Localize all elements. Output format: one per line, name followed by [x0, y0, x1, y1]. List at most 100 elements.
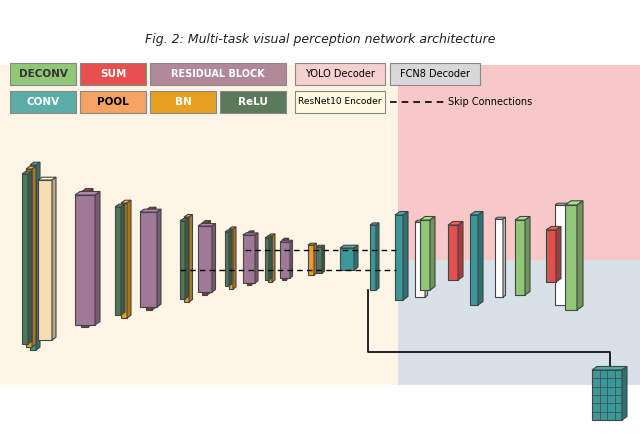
Polygon shape: [26, 166, 36, 169]
Polygon shape: [30, 162, 40, 165]
Polygon shape: [255, 233, 258, 283]
FancyBboxPatch shape: [80, 63, 146, 85]
Polygon shape: [316, 245, 324, 247]
FancyBboxPatch shape: [202, 223, 207, 295]
Text: ReLU: ReLU: [238, 97, 268, 107]
Polygon shape: [198, 223, 216, 226]
Polygon shape: [415, 220, 428, 222]
Polygon shape: [229, 230, 232, 286]
Polygon shape: [592, 367, 627, 370]
FancyBboxPatch shape: [265, 238, 269, 280]
Polygon shape: [269, 236, 272, 280]
Polygon shape: [52, 177, 56, 340]
FancyBboxPatch shape: [268, 236, 272, 282]
FancyBboxPatch shape: [180, 221, 185, 299]
FancyBboxPatch shape: [415, 222, 425, 297]
Polygon shape: [622, 367, 627, 420]
Polygon shape: [229, 227, 236, 229]
Polygon shape: [32, 166, 36, 347]
FancyBboxPatch shape: [295, 91, 385, 113]
Polygon shape: [286, 238, 289, 280]
FancyBboxPatch shape: [316, 247, 322, 273]
FancyBboxPatch shape: [243, 235, 255, 283]
Polygon shape: [185, 218, 189, 299]
Polygon shape: [556, 227, 561, 282]
Polygon shape: [28, 171, 32, 344]
FancyBboxPatch shape: [220, 91, 286, 113]
Polygon shape: [121, 200, 131, 203]
Polygon shape: [184, 214, 193, 217]
Polygon shape: [152, 207, 156, 310]
Polygon shape: [354, 245, 358, 270]
FancyBboxPatch shape: [370, 225, 376, 290]
Polygon shape: [577, 201, 583, 310]
Polygon shape: [140, 209, 161, 212]
Polygon shape: [251, 231, 254, 285]
Polygon shape: [308, 243, 317, 245]
Polygon shape: [127, 200, 131, 318]
Polygon shape: [88, 189, 93, 327]
Polygon shape: [290, 240, 292, 278]
Polygon shape: [202, 221, 211, 223]
FancyBboxPatch shape: [280, 242, 290, 278]
FancyBboxPatch shape: [0, 65, 400, 385]
Polygon shape: [395, 211, 408, 215]
Polygon shape: [22, 171, 32, 174]
Text: FCN8 Decoder: FCN8 Decoder: [400, 69, 470, 79]
Text: RESIDUAL BLOCK: RESIDUAL BLOCK: [171, 69, 265, 79]
Polygon shape: [115, 204, 125, 207]
Text: POOL: POOL: [97, 97, 129, 107]
Polygon shape: [376, 223, 379, 290]
FancyBboxPatch shape: [115, 207, 121, 315]
FancyBboxPatch shape: [121, 203, 127, 318]
Polygon shape: [525, 217, 530, 295]
FancyBboxPatch shape: [340, 248, 354, 270]
Text: DECONV: DECONV: [19, 69, 67, 79]
FancyBboxPatch shape: [80, 91, 146, 113]
Polygon shape: [243, 233, 258, 235]
Polygon shape: [272, 234, 275, 282]
FancyBboxPatch shape: [75, 195, 95, 325]
FancyBboxPatch shape: [390, 63, 480, 85]
FancyBboxPatch shape: [565, 205, 577, 310]
FancyBboxPatch shape: [398, 65, 640, 385]
Text: Fig. 2: Multi-task visual perception network architecture: Fig. 2: Multi-task visual perception net…: [145, 32, 495, 45]
Polygon shape: [403, 211, 408, 300]
FancyBboxPatch shape: [247, 233, 251, 285]
Polygon shape: [81, 189, 93, 192]
FancyBboxPatch shape: [30, 165, 36, 350]
FancyBboxPatch shape: [546, 230, 556, 282]
FancyBboxPatch shape: [420, 220, 430, 290]
FancyBboxPatch shape: [150, 63, 286, 85]
Polygon shape: [212, 223, 216, 292]
Text: Skip Connections: Skip Connections: [448, 97, 532, 107]
Polygon shape: [503, 217, 506, 297]
Polygon shape: [36, 162, 40, 350]
Polygon shape: [470, 211, 483, 215]
Polygon shape: [207, 221, 211, 295]
Polygon shape: [546, 227, 561, 230]
Text: YOLO Decoder: YOLO Decoder: [305, 69, 375, 79]
FancyBboxPatch shape: [184, 217, 189, 302]
Polygon shape: [38, 177, 56, 180]
Polygon shape: [495, 217, 506, 219]
Polygon shape: [265, 236, 272, 238]
FancyBboxPatch shape: [308, 245, 314, 275]
FancyBboxPatch shape: [150, 91, 216, 113]
Polygon shape: [121, 204, 125, 315]
Polygon shape: [180, 218, 189, 221]
Polygon shape: [314, 243, 317, 275]
FancyBboxPatch shape: [22, 174, 28, 344]
Polygon shape: [425, 220, 428, 297]
Polygon shape: [448, 222, 463, 225]
Polygon shape: [225, 230, 232, 232]
FancyBboxPatch shape: [10, 63, 76, 85]
FancyBboxPatch shape: [38, 180, 52, 340]
Text: ResNet10 Encoder: ResNet10 Encoder: [298, 97, 381, 106]
Polygon shape: [282, 238, 289, 240]
FancyBboxPatch shape: [282, 240, 286, 280]
Polygon shape: [420, 217, 435, 220]
Polygon shape: [75, 191, 100, 195]
FancyBboxPatch shape: [295, 63, 385, 85]
Polygon shape: [340, 245, 358, 248]
